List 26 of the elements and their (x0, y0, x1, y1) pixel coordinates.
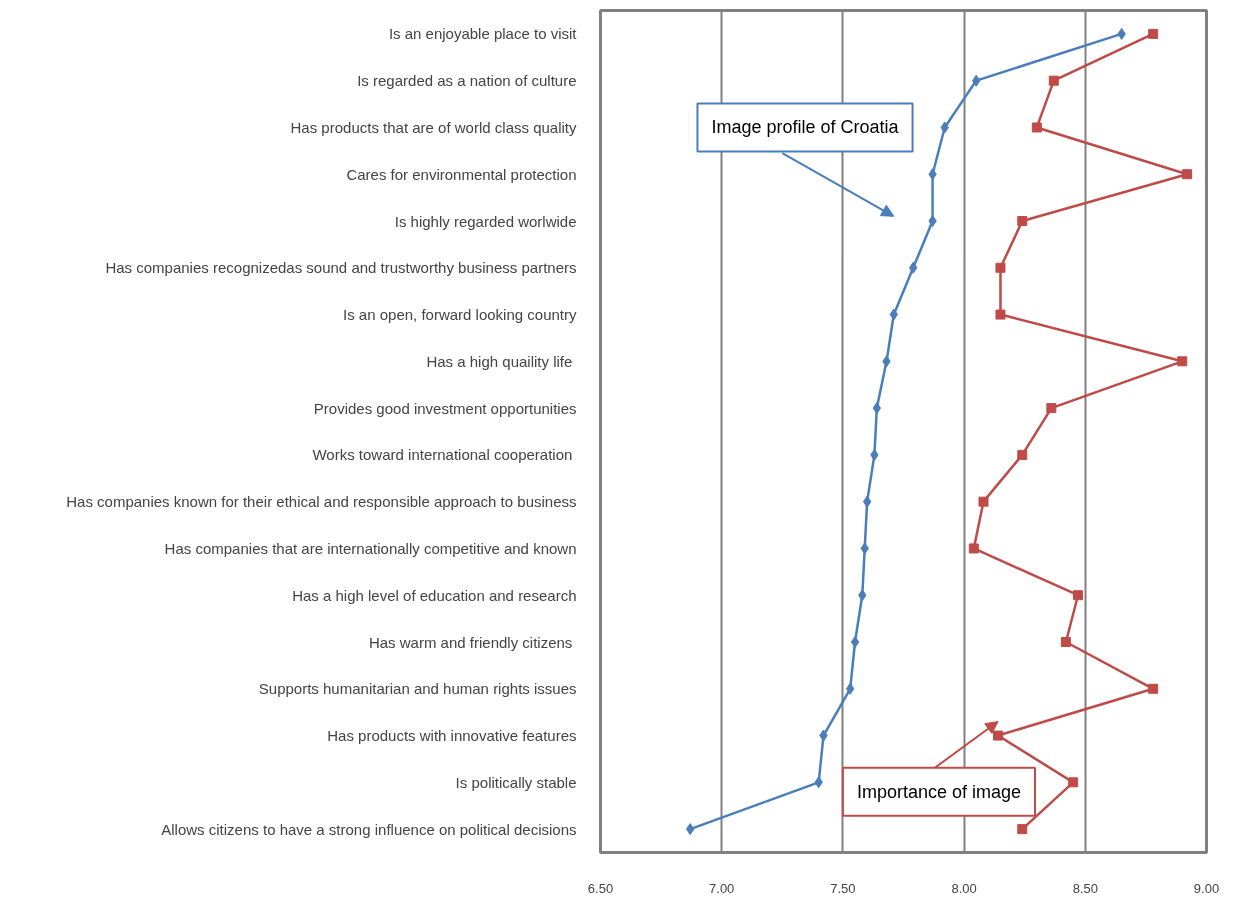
x-tick-label: 9.00 (1193, 880, 1220, 896)
y-tick-label: Provides good investment opportunities (313, 399, 577, 417)
y-tick-label: Is an enjoyable place to visit (388, 25, 578, 43)
y-tick-label: Is regarded as a nation of culture (357, 72, 577, 90)
y-tick-label: Cares for environmental protection (346, 165, 577, 183)
y-tick-label: Has companies that are internationally competitive and known (164, 539, 577, 557)
y-tick-label: Has companies recognizedas sound and trustworthy business partners (105, 259, 577, 277)
y-tick-label: Has a high level of education and research (292, 586, 577, 604)
y-tick-label: Has products that are of world class quality (290, 118, 577, 136)
y-tick-label: Has companies known for their ethical and responsible approach to business (66, 493, 577, 511)
x-tick-label: 6.50 (587, 880, 614, 896)
y-tick-label: Is an open, forward looking country (343, 306, 577, 324)
y-tick-label: Works toward international cooperation (312, 446, 573, 464)
x-tick-label: 8.50 (1072, 880, 1098, 896)
x-tick-label: 7.00 (709, 880, 735, 896)
y-tick-label: Is politically stable (455, 773, 577, 791)
y-tick-label: Is highly regarded worlwide (394, 212, 577, 230)
x-tick-label: 8.00 (951, 880, 977, 896)
y-tick-label: Allows citizens to have a strong influence on political decisions (161, 820, 577, 838)
x-tick-label: 7.50 (830, 880, 856, 896)
series-label: Importance of image (856, 781, 1021, 802)
y-tick-label: Has products with innovative features (327, 727, 577, 745)
text: Image profile of Croatia (711, 117, 900, 138)
y-tick-label: Has warm and friendly citizens (368, 633, 573, 651)
y-tick-label: Has a high quaility life (426, 352, 573, 370)
y-tick-label: Supports humanitarian and human rights issues (258, 680, 577, 698)
